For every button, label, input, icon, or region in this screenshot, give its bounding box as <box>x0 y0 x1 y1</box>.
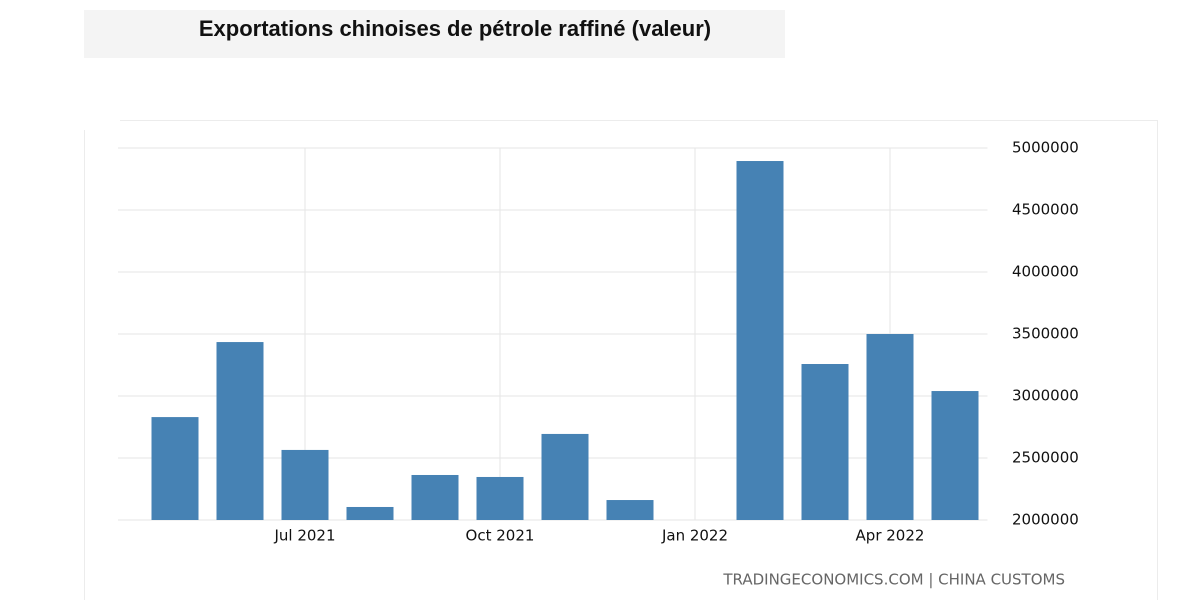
bar <box>411 474 459 520</box>
bar <box>346 506 394 520</box>
x-tick-label: Jan 2022 <box>661 527 728 545</box>
bar <box>151 417 199 520</box>
y-tick-label: 3000000 <box>1012 387 1079 405</box>
title-box <box>84 10 785 58</box>
bar <box>736 161 784 520</box>
x-tick-label: Apr 2022 <box>856 527 925 545</box>
bar <box>931 391 979 520</box>
y-tick-label: 4000000 <box>1012 263 1079 281</box>
bar <box>801 364 849 520</box>
y-tick-label: 5000000 <box>1012 139 1079 157</box>
y-tick-label: 2500000 <box>1012 449 1079 467</box>
chart-frame <box>84 120 1158 600</box>
source-label: TRADINGECONOMICS.COM | CHINA CUSTOMS <box>722 571 1065 589</box>
x-tick-label: Jul 2021 <box>273 527 335 545</box>
bar <box>541 433 589 520</box>
chart-title: Exportations chinoises de pétrole raffin… <box>199 16 711 41</box>
bar <box>281 449 329 520</box>
bar <box>476 476 524 520</box>
bar <box>216 342 264 520</box>
x-tick-label: Oct 2021 <box>466 527 535 545</box>
bar <box>866 334 914 520</box>
y-tick-label: 2000000 <box>1012 511 1079 529</box>
y-tick-label: 3500000 <box>1012 325 1079 343</box>
bar <box>606 500 654 520</box>
y-tick-label: 4500000 <box>1012 201 1079 219</box>
